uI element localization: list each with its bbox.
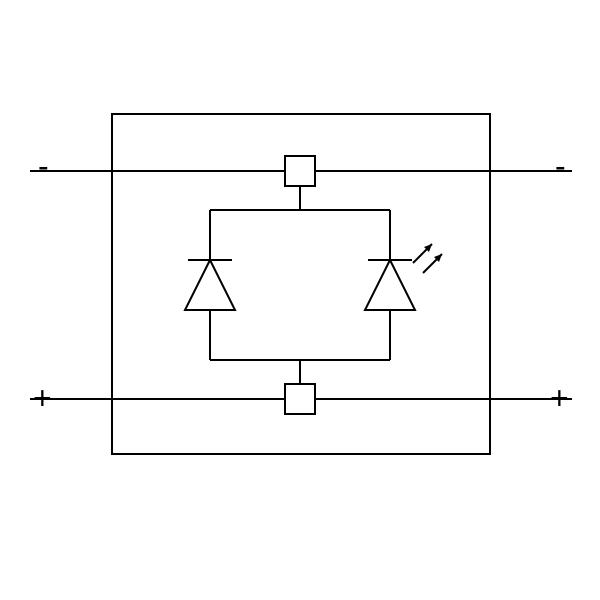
top-terminal (285, 156, 315, 186)
bottom-terminal (285, 384, 315, 414)
label-bottom-left: + (33, 380, 52, 417)
led-triangle (365, 260, 415, 310)
label-top-right: - (555, 148, 566, 185)
label-bottom-right: + (550, 380, 569, 417)
circuit-diagram (0, 0, 600, 600)
label-top-left: - (38, 148, 49, 185)
diode-triangle (185, 260, 235, 310)
led-arrows-icon (413, 244, 442, 273)
